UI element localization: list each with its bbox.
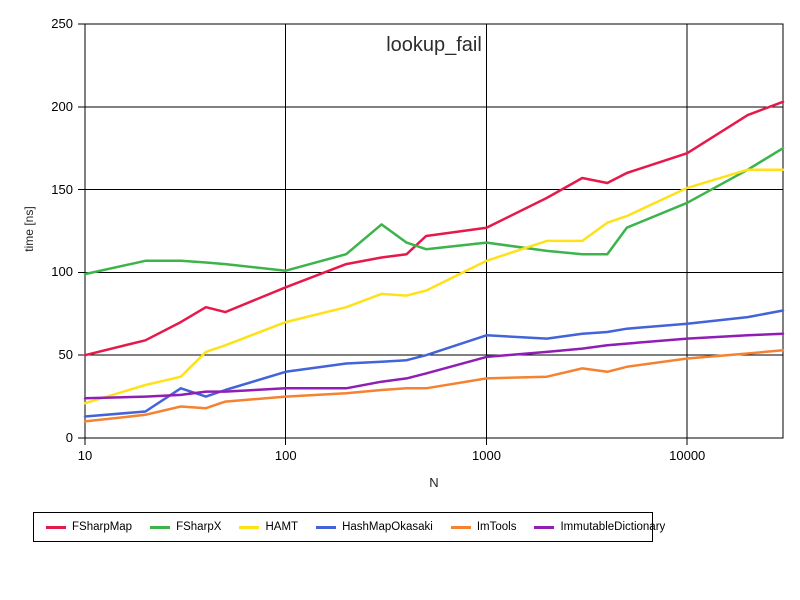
legend-swatch-icon (46, 525, 66, 529)
x-tick-label: 10000 (669, 448, 706, 463)
y-tick-label: 150 (51, 181, 73, 197)
legend-swatch-icon (239, 525, 260, 529)
y-tick-label: 50 (58, 347, 73, 363)
y-tick-label: 200 (51, 98, 73, 114)
legend-swatch-icon (150, 525, 171, 529)
y-tick-label: 100 (51, 264, 73, 280)
legend-label: FSharpX (176, 521, 222, 533)
series-line-ImTools (83, 348, 785, 423)
series-line-HashMapOkasaki (83, 309, 785, 418)
series-line-ImmutableDictionary (83, 332, 785, 400)
legend-label: FSharpMap (72, 521, 133, 533)
legend-item-FSharpMap: FSharpMap (46, 521, 132, 533)
legend-label: ImmutableDictionary (560, 521, 666, 533)
x-tick-label: 100 (274, 448, 297, 463)
x-axis-title: N (429, 475, 439, 490)
chart-title: lookup_fail (386, 34, 482, 56)
legend-item-HAMT: HAMT (239, 521, 298, 533)
legend-label: HAMT (265, 521, 299, 533)
legend-label: ImTools (476, 521, 517, 533)
y-tick-label: 0 (65, 430, 73, 445)
x-tick-label: 1000 (472, 448, 501, 463)
legend-swatch-icon (316, 525, 337, 529)
legend-swatch-icon (450, 525, 471, 529)
series-line-HAMT (83, 168, 785, 405)
series-line-FSharpX (83, 146, 785, 276)
legend-swatch-icon (534, 525, 555, 529)
legend-item-ImTools: ImTools (450, 521, 517, 533)
legend-label: HashMapOkasaki (342, 521, 433, 533)
x-tick-label: 10 (77, 448, 93, 463)
legend-item-FSharpX: FSharpX (150, 521, 221, 533)
y-tick-label: 250 (51, 16, 73, 31)
legend: FSharpMap FSharpX HAMT HashMapOkasaki ImTool… (33, 512, 665, 542)
series-line-FSharpMap (83, 100, 785, 357)
legend-item-HashMapOkasaki: HashMapOkasaki (316, 521, 433, 533)
plot-border (84, 23, 784, 439)
legend-item-ImmutableDictionary: ImmutableDictionary (534, 521, 665, 533)
